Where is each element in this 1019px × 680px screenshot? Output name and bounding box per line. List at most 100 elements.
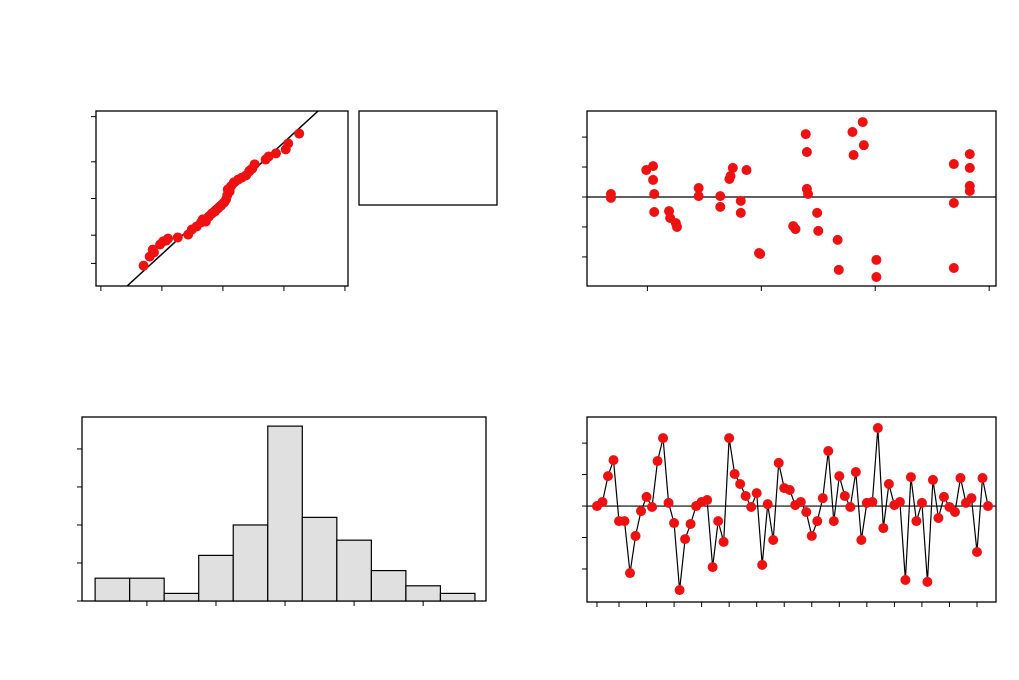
point (672, 221, 683, 232)
point (647, 501, 658, 512)
point (916, 497, 927, 508)
point (680, 534, 691, 545)
point (828, 516, 839, 527)
point (817, 493, 828, 504)
point (871, 254, 882, 265)
histogram-bar (439, 592, 476, 602)
point (674, 585, 685, 596)
point (955, 473, 966, 484)
plot-frame (586, 110, 997, 287)
point (762, 499, 773, 510)
point (948, 197, 959, 208)
point (693, 191, 704, 202)
point (812, 516, 823, 527)
point (648, 174, 659, 185)
point (922, 576, 933, 587)
point (801, 147, 812, 158)
point (172, 232, 183, 243)
point (757, 559, 768, 570)
histogram-bar (94, 577, 131, 602)
point (669, 518, 680, 529)
point (845, 501, 856, 512)
point (138, 260, 149, 271)
point (858, 140, 869, 151)
point (964, 149, 975, 160)
point (867, 496, 878, 507)
histogram-bar (370, 569, 407, 602)
plot-frame (586, 416, 997, 603)
point (900, 574, 911, 585)
point (803, 189, 814, 200)
point (724, 433, 735, 444)
point (163, 233, 173, 244)
point (812, 207, 823, 218)
point (636, 506, 647, 517)
point (839, 490, 850, 501)
point (249, 159, 260, 170)
histogram-bar (232, 524, 269, 602)
histogram-bar (267, 425, 303, 602)
point (938, 491, 949, 502)
point (964, 162, 975, 173)
point (648, 161, 659, 172)
point (294, 128, 305, 139)
point (894, 496, 905, 507)
point (735, 195, 746, 206)
point (630, 530, 641, 541)
point (911, 516, 922, 527)
point (608, 455, 619, 466)
point (848, 150, 859, 161)
point (693, 183, 704, 194)
point (834, 471, 845, 482)
point (806, 530, 817, 541)
point (768, 535, 779, 546)
point (813, 225, 824, 236)
point (856, 535, 867, 546)
point (832, 234, 843, 245)
histogram-bar (336, 539, 372, 602)
point (977, 473, 988, 484)
point (740, 490, 751, 501)
point (735, 207, 746, 218)
point (878, 523, 889, 534)
point (948, 159, 959, 170)
point (649, 206, 660, 217)
histogram-bar (301, 516, 338, 602)
point (707, 562, 718, 573)
point (649, 189, 660, 200)
point (751, 488, 762, 499)
point (857, 117, 868, 128)
point (658, 433, 669, 444)
legend-box (358, 110, 498, 206)
point (964, 186, 975, 197)
point (773, 457, 784, 468)
point (833, 264, 844, 275)
point (948, 263, 959, 274)
point (971, 546, 982, 557)
point (702, 495, 713, 506)
point (801, 507, 812, 518)
point (850, 467, 861, 478)
point (966, 493, 977, 504)
point (641, 491, 652, 502)
point (602, 471, 613, 482)
point (746, 501, 757, 512)
histogram-bar (129, 577, 165, 602)
point (983, 501, 994, 512)
point (741, 165, 752, 176)
point (718, 536, 729, 547)
point (663, 497, 674, 508)
point (847, 126, 858, 137)
point (800, 129, 811, 140)
point (713, 516, 724, 527)
point (933, 512, 944, 523)
point (605, 192, 616, 203)
point (755, 248, 766, 259)
point (625, 568, 636, 579)
point (652, 456, 663, 467)
point (927, 474, 938, 485)
point (148, 247, 159, 258)
point (283, 138, 294, 149)
point (872, 423, 883, 434)
